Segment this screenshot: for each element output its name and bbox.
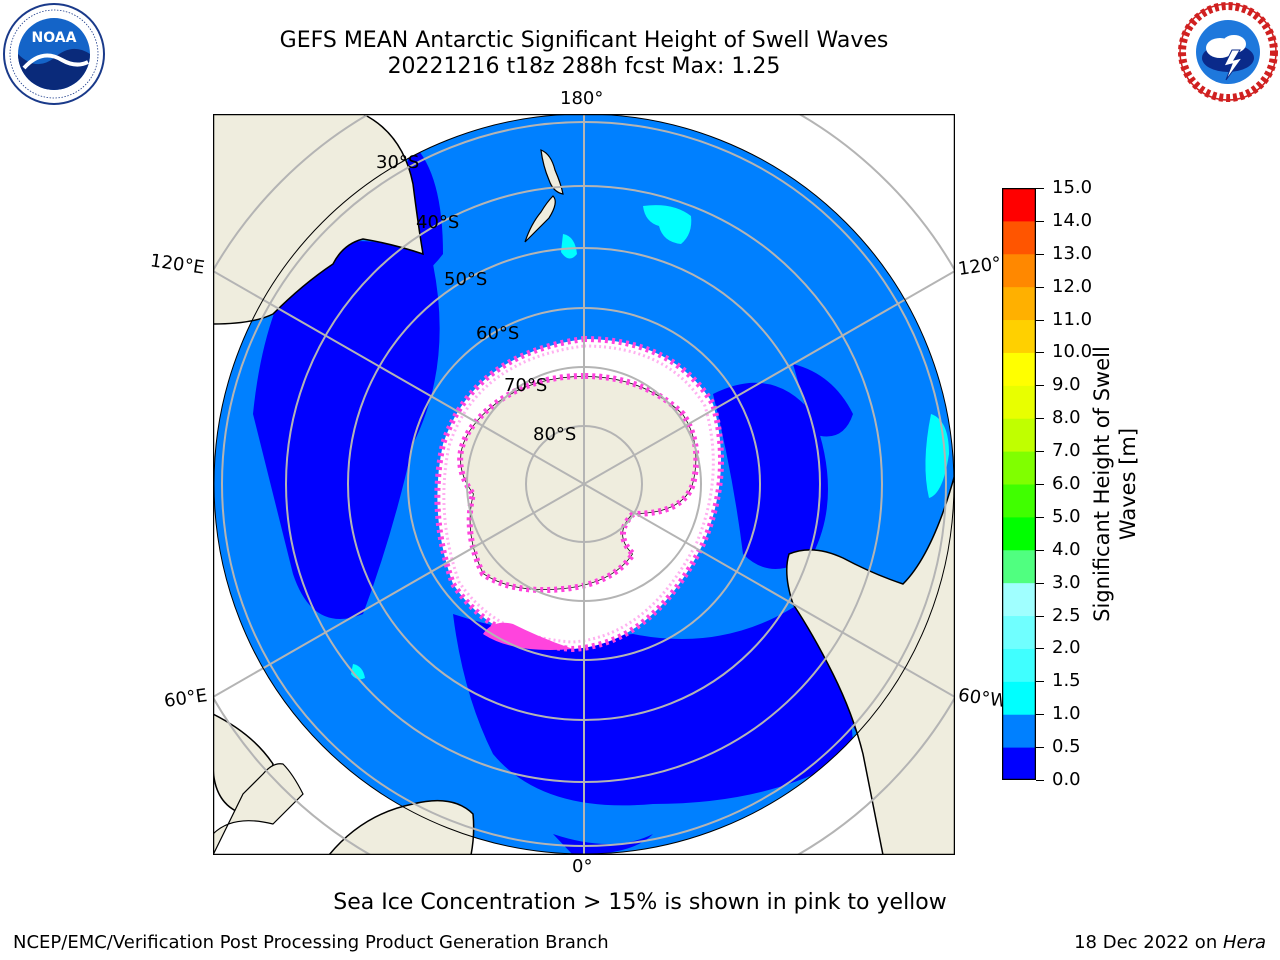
colorbar-swatch: [1002, 385, 1036, 419]
colorbar-swatch: [1002, 549, 1036, 584]
colorbar-tick-label: 5.0: [1052, 505, 1081, 527]
colorbar-swatch: [1002, 747, 1036, 781]
footer-branch: NCEP/EMC/Verification Post Processing Pr…: [13, 932, 609, 953]
colorbar-tick-label: 0.5: [1052, 736, 1081, 758]
colorbar-tick-label: 10.0: [1052, 341, 1093, 363]
colorbar-swatch: [1002, 516, 1036, 551]
noaa-logo: NOAA: [2, 2, 106, 106]
south-america-land: [786, 473, 955, 855]
lat-label-60s: 60°S: [476, 323, 520, 344]
colorbar-tick-label: 6.0: [1052, 473, 1081, 494]
colorbar-tick-label: 14.0: [1052, 209, 1093, 231]
colorbar-tick-label: 1.5: [1052, 670, 1081, 692]
colorbar-swatches: [1001, 187, 1037, 781]
colorbar-swatch: [1002, 615, 1036, 649]
new-zealand-land: [524, 149, 564, 243]
lon-label-0: 0°: [572, 856, 593, 877]
colorbar-swatch: [1002, 714, 1036, 748]
colorbar-tick-mark: [1036, 319, 1044, 321]
colorbar-tick-mark: [1036, 451, 1044, 453]
colorbar-tick-label: 2.5: [1052, 604, 1081, 626]
colorbar-tick-label: 2.0: [1052, 637, 1081, 659]
lat-label-70s: 70°S: [504, 375, 548, 396]
colorbar-tick-mark: [1036, 385, 1044, 387]
colorbar-tick-mark: [1036, 714, 1044, 716]
colorbar-tick-label: 7.0: [1052, 440, 1081, 462]
colorbar-tick-label: 12.0: [1052, 275, 1093, 297]
polar-map: [212, 113, 956, 856]
colorbar-tick-mark: [1036, 582, 1044, 584]
colorbar-tick-mark: [1036, 615, 1044, 617]
colorbar-tick-mark: [1036, 681, 1044, 683]
colorbar-tick-label: 8.0: [1052, 407, 1081, 429]
chart-subtitle: 20221216 t18z 288h fcst Max: 1.25: [387, 54, 781, 79]
nws-logo: [1176, 2, 1280, 102]
colorbar-tick-mark: [1036, 484, 1044, 485]
colorbar-swatch: [1002, 220, 1036, 255]
colorbar-tick-label: 3.0: [1052, 571, 1081, 593]
colorbar-tick-label: 0.0: [1052, 769, 1081, 790]
colorbar-tick-mark: [1036, 253, 1044, 255]
lon-label-60e: 60°E: [162, 685, 209, 712]
lat-label-80s: 80°S: [533, 424, 577, 445]
sea-ice-caption: Sea Ice Concentration > 15% is shown in …: [333, 890, 947, 915]
chart-title: GEFS MEAN Antarctic Significant Height o…: [279, 28, 889, 53]
colorbar-tick-mark: [1036, 418, 1044, 420]
lat-label-50s: 50°S: [444, 269, 488, 290]
lon-label-180: 180°: [560, 88, 604, 109]
colorbar-tick-mark: [1036, 352, 1044, 354]
footer-date: 18 Dec 2022 on Hera: [1074, 932, 1266, 953]
graticule: [213, 114, 955, 855]
colorbar-swatch: [1002, 286, 1036, 321]
colorbar-tick-mark: [1036, 286, 1044, 288]
colorbar-tick-label: 13.0: [1052, 242, 1093, 264]
lon-label-120e: 120°E: [148, 250, 206, 279]
lat-label-30s: 30°S: [376, 152, 420, 173]
colorbar-swatch: [1002, 319, 1036, 353]
colorbar-label: Significant Height of Swell Waves [m]: [1090, 346, 1140, 622]
colorbar-swatch: [1002, 648, 1036, 682]
colorbar-swatch: [1002, 484, 1036, 518]
colorbar-tick-mark: [1036, 549, 1044, 551]
footer-machine: Hera: [1222, 932, 1266, 953]
footer-date-text: 18 Dec 2022 on: [1074, 932, 1223, 953]
colorbar-tick-label: 15.0: [1052, 177, 1093, 198]
noaa-logo-text: NOAA: [32, 30, 77, 46]
colorbar-tick-label: 9.0: [1052, 374, 1081, 396]
lat-label-40s: 40°S: [416, 212, 460, 233]
colorbar-tick-mark: [1036, 648, 1044, 650]
lon-label-120w: 120°: [956, 253, 1003, 280]
colorbar-tick-mark: [1036, 516, 1044, 518]
colorbar-tick-label: 1.0: [1052, 703, 1081, 725]
colorbar-tick-mark: [1036, 188, 1044, 189]
colorbar-tick-mark: [1036, 747, 1044, 749]
australia-land: [213, 114, 424, 325]
colorbar-tick-label: 4.0: [1052, 538, 1081, 560]
colorbar-swatch: [1002, 188, 1036, 222]
colorbar-swatch: [1002, 418, 1036, 452]
colorbar-swatch: [1002, 582, 1036, 617]
colorbar-swatch: [1002, 352, 1036, 386]
colorbar-swatch: [1002, 681, 1036, 715]
colorbar-tick-label: 11.0: [1052, 308, 1093, 330]
colorbar-tick-mark: [1036, 780, 1044, 781]
colorbar: [1001, 187, 1037, 781]
colorbar-swatch: [1002, 253, 1036, 288]
map-frame: [212, 113, 956, 856]
colorbar-tick-mark: [1036, 220, 1044, 222]
colorbar-swatch: [1002, 451, 1036, 485]
